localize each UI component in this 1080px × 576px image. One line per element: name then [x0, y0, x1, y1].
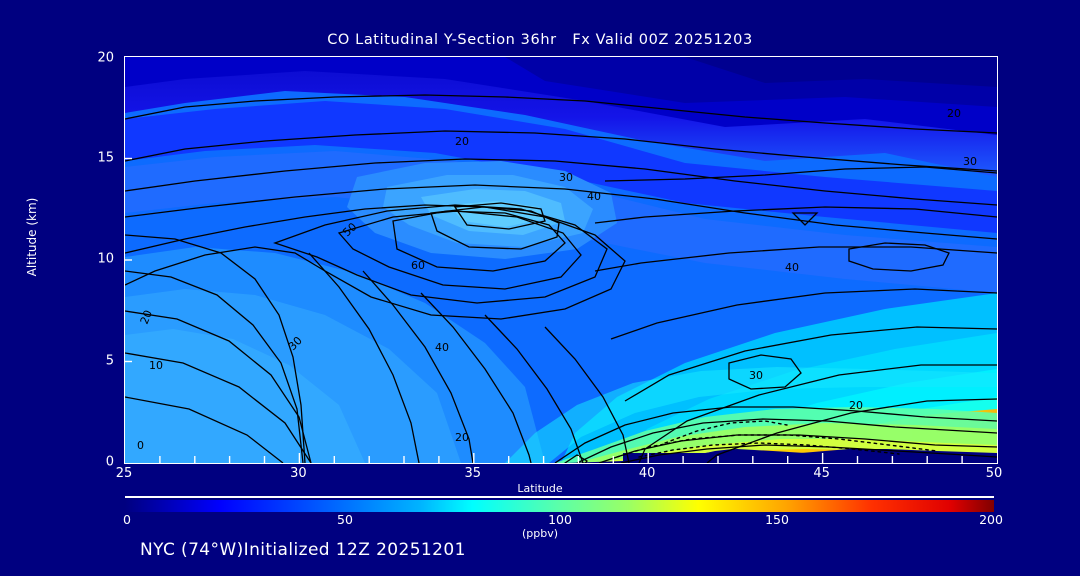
- figure-footer: NYC (74°W)Initialized 12Z 20251201: [140, 540, 466, 560]
- contour-label: 40: [587, 190, 601, 203]
- y-tick-label: 15: [97, 150, 114, 165]
- y-axis-title: Altitude (km): [25, 197, 39, 277]
- contour-label: 20: [138, 308, 155, 326]
- x-tick-label: 45: [813, 466, 830, 481]
- x-tick-label: 30: [290, 466, 307, 481]
- contour-label: 30: [963, 155, 977, 168]
- contour-label: 0: [137, 439, 144, 452]
- co-contour-lines: 20 30 40 50 60 20 30 40: [125, 94, 997, 463]
- x-tick-label: 50: [985, 466, 1003, 481]
- colorbar-tick-label: 150: [765, 512, 789, 527]
- y-tick-label: 10: [97, 251, 114, 267]
- colorbar-gradient: [125, 500, 994, 512]
- x-tick-label: 25: [115, 466, 133, 481]
- contour-label: 50: [340, 220, 359, 239]
- contour-label: 20: [455, 135, 469, 148]
- contour-label: 30: [286, 334, 305, 353]
- y-tick-label: 5: [105, 353, 114, 368]
- plot-area: 20 30 40 50 60 20 30 40: [125, 57, 997, 463]
- y-tick-label: 20: [97, 50, 114, 66]
- colorbar-tick-label: 50: [337, 512, 353, 527]
- contour-label: 20: [455, 431, 469, 444]
- plot-frame: 20 30 40 50 60 20 30 40: [124, 56, 998, 464]
- colorbar: [125, 496, 994, 512]
- colorbar-unit-label: (ppbv): [521, 527, 559, 540]
- colorbar-tick-label: 0: [123, 512, 131, 527]
- contour-label: 30: [559, 171, 573, 184]
- contour-label: 40: [435, 341, 449, 354]
- colorbar-tick-label: 100: [548, 512, 572, 527]
- contour-label: 60: [411, 259, 425, 272]
- contour-label: 10: [149, 359, 163, 372]
- figure-title: CO Latitudinal Y-Section 36hr Fx Valid 0…: [327, 32, 753, 48]
- contour-label: 30: [749, 369, 763, 382]
- contour-label: 20: [947, 107, 961, 120]
- x-tick-label: 40: [638, 466, 656, 481]
- x-axis-title: Latitude: [517, 482, 563, 495]
- x-tick-label: 35: [464, 466, 482, 481]
- colorbar-tick-label: 200: [979, 512, 1003, 527]
- contour-label: 20: [849, 399, 863, 412]
- y-tick-label: 0: [105, 454, 114, 470]
- contour-label: 40: [785, 261, 799, 274]
